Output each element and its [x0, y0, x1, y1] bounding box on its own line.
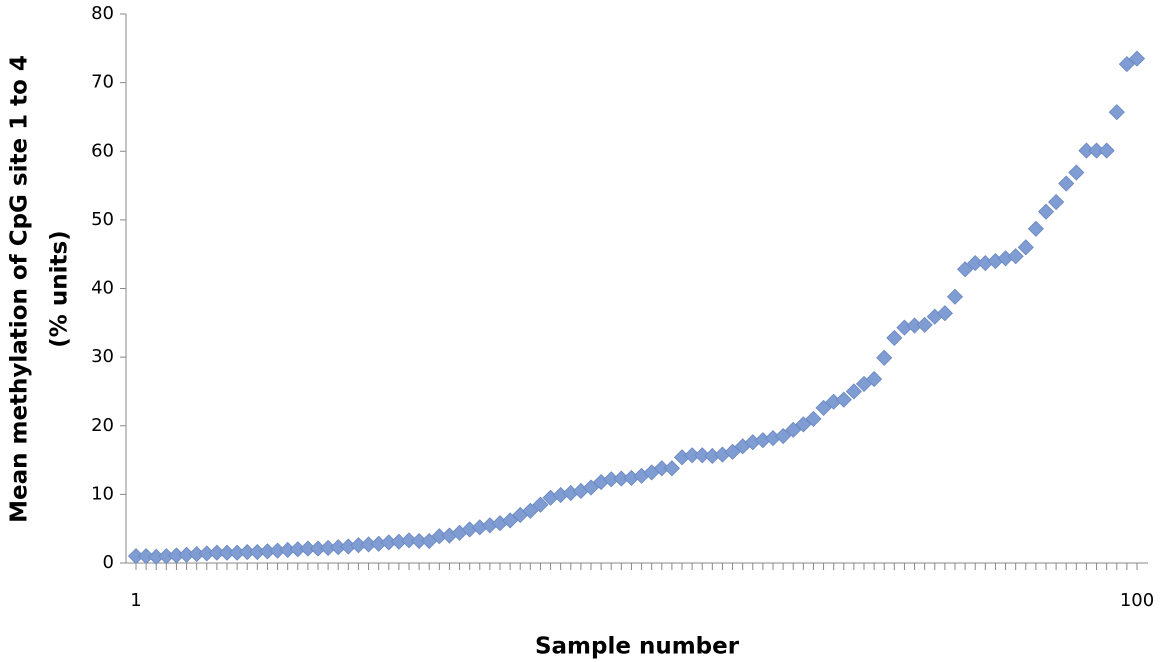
data-point [724, 443, 741, 460]
y-tick-label: 10 [91, 483, 114, 504]
data-point [400, 532, 418, 549]
y-axis-title: (% units) [47, 230, 73, 347]
y-tick-label: 70 [91, 72, 114, 93]
data-point [1118, 56, 1135, 73]
x-tick-label: 100 [1120, 590, 1154, 611]
data-point [1007, 248, 1024, 265]
y-tick-label: 20 [91, 415, 114, 436]
data-point [886, 329, 903, 346]
data-point [946, 288, 964, 305]
x-tick-label: 1 [130, 590, 141, 611]
data-point [916, 316, 933, 333]
data-point [694, 447, 711, 464]
data-point [1037, 203, 1055, 220]
y-axis-title: Mean methylation of CpG site 1 to 4 [7, 55, 33, 523]
y-tick-label: 30 [91, 346, 114, 367]
y-tick-label: 0 [103, 552, 114, 573]
x-axis-title: Sample number [535, 634, 740, 660]
data-point [138, 548, 155, 565]
data-point [1048, 193, 1065, 211]
y-tick-label: 80 [91, 3, 114, 24]
y-tick-label: 50 [91, 209, 114, 230]
data-point [1027, 220, 1044, 237]
data-point [663, 460, 680, 477]
data-point [805, 410, 822, 427]
data-point [936, 305, 953, 322]
data-point [582, 479, 600, 496]
data-point [957, 261, 974, 278]
data-point [1068, 164, 1085, 181]
data-point [1098, 142, 1115, 159]
data-point [1108, 104, 1125, 121]
data-point [845, 383, 862, 400]
y-tick-label: 60 [91, 140, 114, 161]
y-tick-label: 40 [91, 278, 114, 299]
data-point [1128, 50, 1146, 67]
data-point [815, 399, 832, 416]
data-point [785, 421, 802, 438]
data-point [795, 416, 812, 433]
data-point [866, 371, 883, 388]
data-point [835, 391, 852, 408]
data-point [502, 512, 519, 529]
data-point [1017, 239, 1034, 256]
data-point [1058, 175, 1075, 192]
data-point [532, 496, 549, 513]
data-point [522, 502, 539, 519]
data-point [775, 427, 792, 445]
data-point [876, 349, 893, 366]
